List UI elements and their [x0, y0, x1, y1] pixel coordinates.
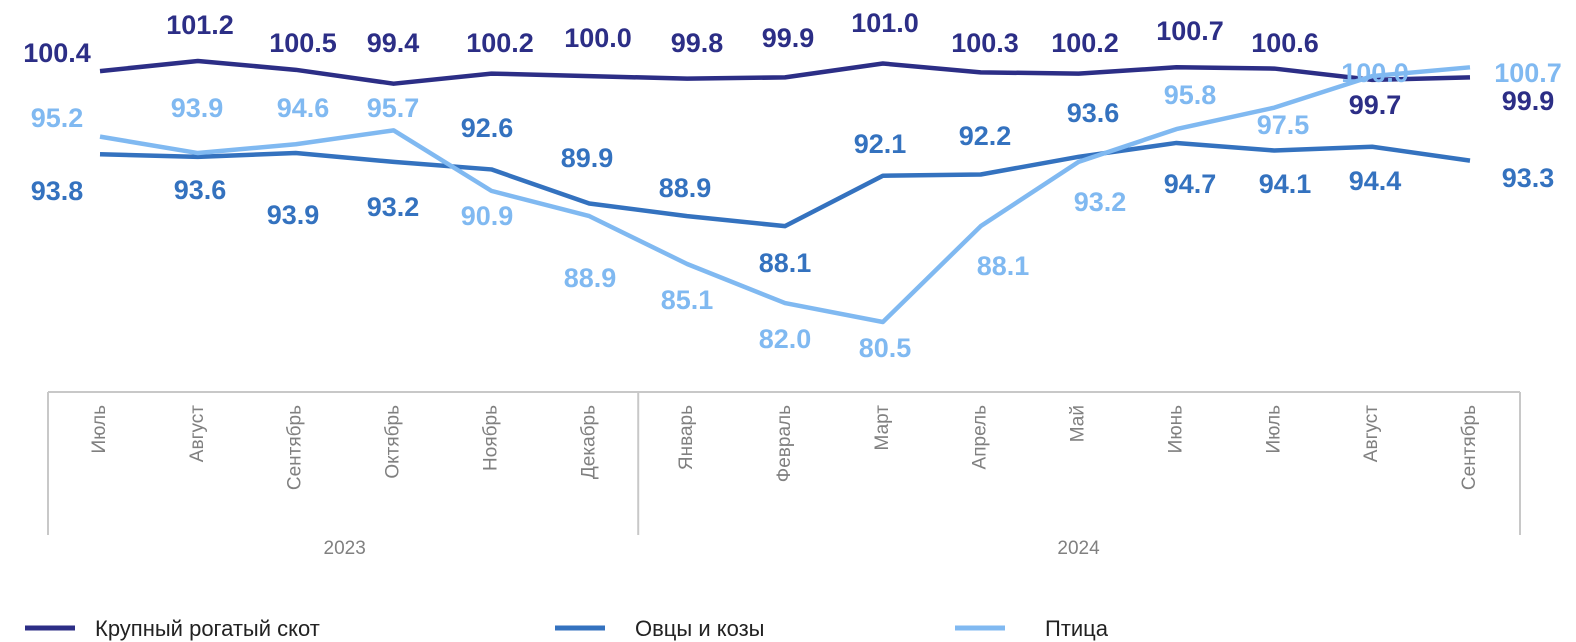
x-tick-label: Сентябрь	[1459, 405, 1480, 490]
data-label: 99.7	[1349, 90, 1402, 120]
x-tick-label: Сентябрь	[285, 405, 306, 490]
series-line	[99, 65, 1471, 325]
data-label: 93.2	[367, 192, 420, 222]
data-label: 97.5	[1257, 110, 1310, 140]
x-tick-label: Август	[1361, 405, 1382, 462]
x-tick-label: Август	[187, 405, 208, 462]
data-label: 95.8	[1164, 80, 1217, 110]
data-label: 89.9	[561, 143, 614, 173]
data-label: 93.8	[31, 176, 84, 206]
data-label: 100.7	[1494, 58, 1562, 88]
data-label: 99.4	[367, 28, 420, 58]
data-label: 100.2	[466, 28, 534, 58]
data-label: 88.1	[759, 248, 812, 278]
data-label: 93.2	[1074, 187, 1127, 217]
data-label: 99.9	[762, 23, 815, 53]
data-label: 80.5	[859, 333, 912, 363]
x-tick-label: Октябрь	[383, 405, 404, 479]
data-label: 93.3	[1502, 163, 1555, 193]
legend-label: Крупный рогатый скот	[95, 616, 320, 641]
data-label: 93.9	[267, 200, 320, 230]
x-tick-label: Июнь	[1165, 405, 1186, 453]
data-label: 99.9	[1502, 86, 1555, 116]
legend-label: Птица	[1045, 616, 1109, 641]
data-label: 100.0	[564, 23, 632, 53]
data-label: 101.0	[851, 8, 919, 38]
data-label: 95.7	[367, 93, 420, 123]
data-label: 92.1	[854, 129, 907, 159]
x-tick-label: Март	[872, 405, 893, 451]
data-label: 94.1	[1259, 169, 1312, 199]
data-label: 94.7	[1164, 169, 1217, 199]
data-label: 100.0	[1341, 58, 1409, 88]
data-label: 90.9	[461, 201, 514, 231]
x-tick-label: Январь	[676, 405, 697, 470]
data-label: 100.7	[1156, 16, 1224, 46]
data-label: 100.3	[951, 28, 1019, 58]
data-label: 94.4	[1349, 166, 1402, 196]
data-label: 100.4	[23, 38, 91, 68]
x-tick-label: Февраль	[774, 405, 795, 482]
data-label: 93.6	[1067, 98, 1120, 128]
data-label: 88.9	[659, 173, 712, 203]
legend-label: Овцы и козы	[635, 616, 765, 641]
group-label: 2024	[1057, 538, 1100, 559]
data-label: 88.9	[564, 263, 617, 293]
data-label: 95.2	[31, 103, 84, 133]
data-label: 88.1	[977, 251, 1030, 281]
series-line	[99, 58, 1471, 86]
x-tick-label: Декабрь	[578, 405, 599, 479]
x-tick-label: Июль	[1263, 405, 1284, 454]
data-label: 92.2	[959, 121, 1012, 151]
x-tick-label: Ноябрь	[480, 405, 501, 471]
x-tick-label: Апрель	[970, 405, 991, 470]
data-label: 99.8	[671, 28, 724, 58]
data-label: 94.6	[277, 93, 330, 123]
group-label: 2023	[324, 538, 366, 559]
data-label: 93.9	[171, 93, 224, 123]
data-label: 92.6	[461, 113, 514, 143]
data-label: 101.2	[166, 10, 234, 40]
series-line	[99, 140, 1471, 229]
x-tick-label: Май	[1068, 405, 1089, 442]
data-label: 100.2	[1051, 28, 1119, 58]
x-tick-label: Июль	[89, 405, 110, 454]
data-label: 85.1	[661, 285, 714, 315]
data-label: 93.6	[174, 175, 227, 205]
data-label: 100.6	[1251, 28, 1319, 58]
data-label: 100.5	[269, 28, 337, 58]
data-label: 82.0	[759, 324, 812, 354]
